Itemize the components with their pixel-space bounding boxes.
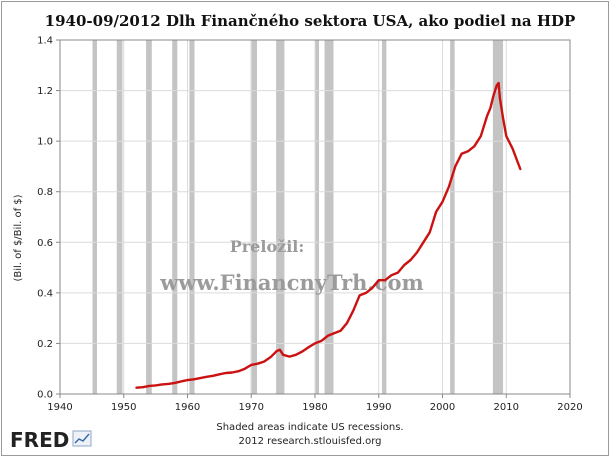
watermark-line1: Preložil:: [230, 237, 305, 256]
series-layer: [135, 81, 522, 389]
recession-band: [492, 40, 504, 394]
x-tick-label: 1990: [366, 402, 391, 413]
y-tick-label: 1.2: [37, 86, 53, 97]
y-tick-label: 1.4: [37, 36, 53, 47]
recession-band: [172, 40, 178, 394]
recession-note: Shaded areas indicate US recessions.: [216, 422, 403, 433]
y-tick-label: 0.0: [37, 390, 53, 401]
x-tick-label: 2000: [430, 402, 455, 413]
recession-bands: [92, 40, 504, 394]
y-tick-label: 0.4: [37, 288, 53, 299]
y-tick-label: 0.8: [37, 187, 53, 198]
series-line: [135, 81, 522, 389]
gridlines: [60, 40, 570, 394]
x-tick-label: 1980: [302, 402, 327, 413]
recession-band: [92, 40, 97, 394]
source-text: 2012 research.stlouisfed.org: [238, 436, 381, 447]
recession-band: [116, 40, 123, 394]
x-axis-ticks: 1940 1950 1960 1970 1980 1990 2000 2010 2020: [47, 394, 583, 413]
x-tick-label: 1940: [47, 402, 72, 413]
fred-logo: FRED: [10, 428, 92, 452]
y-tick-label: 1.0: [37, 137, 53, 148]
y-axis-label: (Bil. of $/Bil. of $): [13, 194, 24, 281]
fred-chart-icon: [72, 430, 92, 447]
x-tick-label: 2010: [494, 402, 519, 413]
x-tick-label: 1950: [111, 402, 136, 413]
chart-title: 1940-09/2012 Dlh Finančného sektora USA,…: [45, 12, 576, 30]
watermark-line2: www.FinancnyTrh.com: [159, 270, 423, 295]
recession-band: [189, 40, 195, 394]
recession-band: [276, 40, 285, 394]
recession-band: [324, 40, 334, 394]
x-tick-label: 1960: [175, 402, 200, 413]
recession-band: [381, 40, 387, 394]
y-axis-ticks: 0.0 0.2 0.4 0.6 0.8 1.0 1.2 1.4: [37, 36, 60, 401]
x-tick-label: 2020: [557, 402, 582, 413]
y-tick-label: 0.2: [37, 339, 53, 350]
watermark: Preložil: www.FinancnyTrh.com: [159, 237, 423, 295]
y-tick-label: 0.6: [37, 238, 53, 249]
recession-band: [315, 40, 319, 394]
recession-band: [250, 40, 257, 394]
x-tick-label: 1970: [239, 402, 264, 413]
recession-band: [450, 40, 455, 394]
recession-band: [146, 40, 152, 394]
fred-logo-text: FRED: [10, 428, 69, 452]
